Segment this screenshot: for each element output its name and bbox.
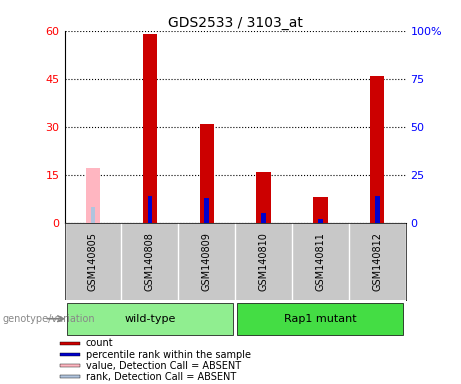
Bar	[143, 34, 157, 223]
Bar	[313, 197, 327, 223]
Bar	[261, 213, 266, 223]
Text: percentile rank within the sample: percentile rank within the sample	[86, 349, 251, 359]
Bar	[375, 196, 379, 223]
Text: Rap1 mutant: Rap1 mutant	[284, 314, 357, 324]
Text: GSM140809: GSM140809	[201, 232, 212, 291]
Text: GSM140810: GSM140810	[259, 232, 269, 291]
Bar	[86, 168, 100, 223]
Bar	[200, 124, 214, 223]
Bar	[237, 303, 403, 335]
Text: GSM140812: GSM140812	[372, 232, 382, 291]
Text: wild-type: wild-type	[124, 314, 176, 324]
Bar	[256, 172, 271, 223]
Bar	[60, 364, 80, 367]
Bar	[204, 198, 209, 223]
Text: value, Detection Call = ABSENT: value, Detection Call = ABSENT	[86, 361, 241, 371]
Bar	[91, 207, 95, 223]
Text: GSM140811: GSM140811	[315, 232, 325, 291]
Bar	[318, 219, 323, 223]
Text: GSM140805: GSM140805	[88, 232, 98, 291]
Bar	[67, 303, 233, 335]
Bar	[60, 353, 80, 356]
Text: genotype/variation: genotype/variation	[2, 314, 95, 324]
Bar	[60, 342, 80, 345]
Bar	[60, 375, 80, 379]
Bar	[370, 76, 384, 223]
Text: rank, Detection Call = ABSENT: rank, Detection Call = ABSENT	[86, 372, 236, 382]
Text: count: count	[86, 338, 113, 348]
Title: GDS2533 / 3103_at: GDS2533 / 3103_at	[168, 16, 302, 30]
Bar	[148, 196, 152, 223]
Text: GSM140808: GSM140808	[145, 232, 155, 291]
